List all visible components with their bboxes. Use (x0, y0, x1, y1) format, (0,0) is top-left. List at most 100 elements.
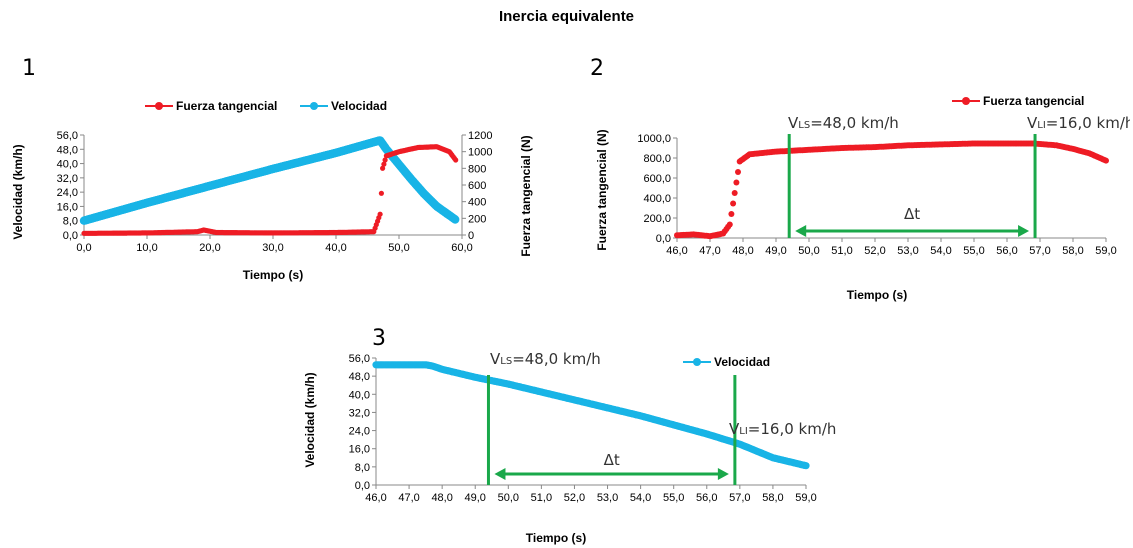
y-tick-label: 200,0 (643, 213, 671, 225)
chart-3: Velocidad 46,0 47,0 48,0 49,0 50,0 51,0 52,0 53… (303, 350, 836, 545)
x-tick-label: 49,0 (765, 245, 786, 257)
y-tick-label: 24,0 (349, 426, 370, 438)
x-tick-label: 59,0 (1095, 245, 1116, 257)
x-tick-label: 50,0 (798, 245, 819, 257)
chart-1-y2label-text: Fuerza tangencial (N) (519, 135, 533, 256)
y2-tick-label: 600 (468, 180, 486, 192)
vls-label: VLS=48,0 km/h (788, 114, 899, 132)
y-tick-label: 56,0 (349, 353, 370, 365)
fuerza-series-point (726, 221, 733, 228)
x-tick-label: 47,0 (398, 492, 419, 504)
fuerza-series (674, 140, 1109, 240)
fuerza-series-point (380, 165, 386, 171)
chart-3-ylabel: Velocidad (km/h) (303, 372, 317, 467)
y-tick-label: 40,0 (349, 389, 370, 401)
fuerza-series-point (378, 190, 384, 196)
panel-2-label: 2 (590, 56, 604, 81)
x-tick-label: 55,0 (663, 492, 684, 504)
y2-tick-label: 1200 (468, 130, 492, 142)
y-tick-label: 1000,0 (637, 133, 671, 145)
fuerza-series-point (728, 211, 735, 217)
y-tick-label: 8,0 (63, 216, 78, 228)
chart-3-legend: Velocidad (683, 355, 770, 369)
y2-tick-label: 800 (468, 163, 486, 175)
x-tick-label: 10,0 (136, 242, 157, 254)
y-tick-label: 600,0 (643, 173, 671, 185)
legend-velocidad-label: Velocidad (331, 99, 387, 113)
x-tick-label: 58,0 (762, 492, 783, 504)
x-tick-label: 57,0 (1029, 245, 1050, 257)
legend-fuerza-label: Fuerza tangencial (176, 99, 277, 113)
velocidad-series (79, 136, 460, 225)
y-tick-label: 40,0 (57, 159, 78, 171)
x-tick-label: 46,0 (666, 245, 687, 257)
y2-tick-label: 400 (468, 197, 486, 209)
y-tick-label: 0,0 (355, 480, 370, 492)
fuerza-series-point (731, 190, 738, 196)
chart-1-y2label-holder: Fuerza tangencial (N) (519, 135, 533, 256)
y-tick-label: 16,0 (57, 201, 78, 213)
x-tick-label: 51,0 (831, 245, 852, 257)
x-tick-label: 0,0 (76, 242, 91, 254)
x-tick-label: 49,0 (465, 492, 486, 504)
x-tick-label: 50,0 (498, 492, 519, 504)
fuerza-series-point (1103, 157, 1109, 164)
x-tick-label: 60,0 (451, 242, 472, 254)
fuerza-series-point (735, 169, 741, 175)
chart-1-ylabel: Velocidad (km/h) (11, 144, 25, 239)
fuerza-series-point (730, 200, 737, 207)
x-tick-label: 47,0 (699, 245, 720, 257)
x-tick-label: 30,0 (262, 242, 283, 254)
x-tick-label: 52,0 (564, 492, 585, 504)
delta-t-label: Δt (604, 451, 620, 469)
x-tick-label: 58,0 (1062, 245, 1083, 257)
chart-1-xlabel: Tiempo (s) (243, 268, 303, 282)
panel-1-label: 1 (22, 56, 36, 81)
x-tick-label: 46,0 (365, 492, 386, 504)
y-tick-label: 0,0 (656, 233, 671, 245)
x-tick-label: 20,0 (199, 242, 220, 254)
y2-tick-label: 200 (468, 213, 486, 225)
fuerza-series-point (382, 157, 388, 163)
vli-label: VLI=16,0 km/h (1027, 114, 1130, 132)
x-tick-label: 56,0 (996, 245, 1017, 257)
legend-fuerza-label: Fuerza tangencial (983, 94, 1084, 108)
fuerza-series (81, 144, 459, 236)
x-tick-label: 50,0 (388, 242, 409, 254)
vls-label: VLS=48,0 km/h (490, 350, 601, 368)
x-tick-label: 52,0 (864, 245, 885, 257)
x-tick-label: 53,0 (597, 492, 618, 504)
velocidad-series (372, 361, 810, 470)
fuerza-series-point (377, 211, 383, 217)
y2-tick-label: 0 (468, 230, 474, 242)
chart-2-xlabel: Tiempo (s) (847, 288, 907, 302)
panel-3-label: 3 (372, 326, 386, 351)
vli-label: VLI=16,0 km/h (729, 420, 836, 438)
x-tick-label: 54,0 (630, 492, 651, 504)
fuerza-series-point (381, 161, 387, 167)
figure-title: Inercia equivalente (498, 8, 635, 25)
y-tick-label: 24,0 (57, 187, 78, 199)
chart-2-ylabel: Fuerza tangencial (N) (595, 129, 609, 250)
chart-1: Fuerza tangencial Velocidad 0,0 10,0 20,0 3… (11, 99, 492, 282)
y-tick-label: 16,0 (349, 444, 370, 456)
delta-arrow-right-head (717, 468, 729, 480)
x-tick-label: 59,0 (795, 492, 816, 504)
y-tick-label: 32,0 (57, 173, 78, 185)
y-tick-label: 48,0 (349, 371, 370, 383)
x-tick-label: 54,0 (930, 245, 951, 257)
y-tick-label: 56,0 (57, 130, 78, 142)
y-tick-label: 800,0 (643, 153, 671, 165)
y-tick-label: 32,0 (349, 407, 370, 419)
chart-2: Fuerza tangencial 46,0 47,0 48,0 49,0 50,0 51… (595, 94, 1130, 302)
x-tick-label: 57,0 (729, 492, 750, 504)
delta-arrow-right-head (1018, 225, 1030, 237)
chart-2-legend: Fuerza tangencial (952, 94, 1084, 108)
delta-arrow-left-head (494, 468, 506, 480)
y2-tick-label: 1000 (468, 147, 492, 159)
chart-3-xlabel: Tiempo (s) (526, 531, 586, 545)
delta-t-label: Δt (904, 205, 920, 223)
y-tick-label: 48,0 (57, 144, 78, 156)
legend-fuerza-marker (155, 102, 163, 110)
y-tick-label: 8,0 (355, 462, 370, 474)
